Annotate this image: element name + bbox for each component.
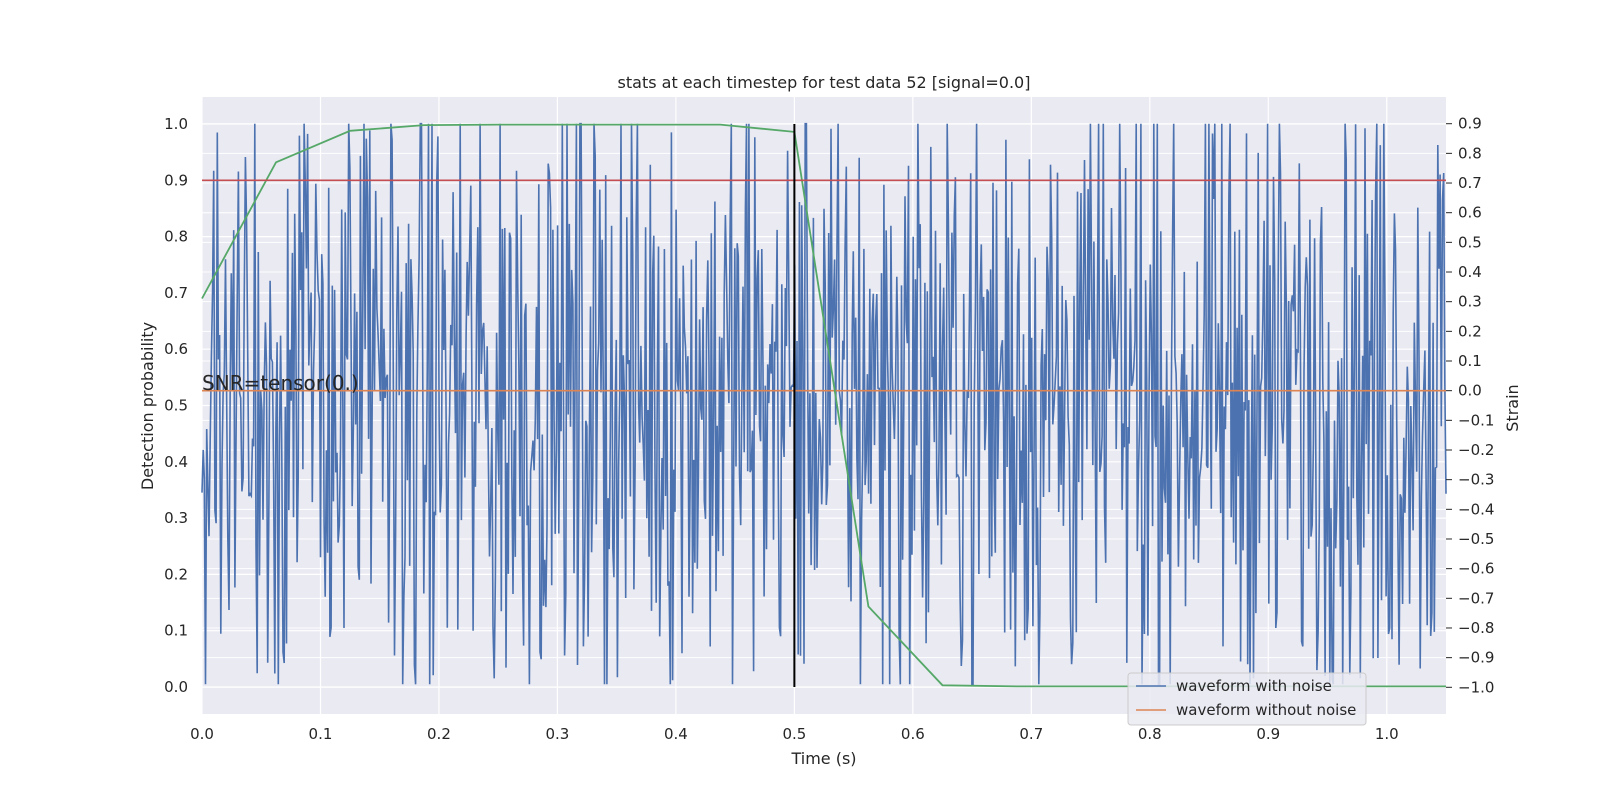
x-axis-label: Time (s): [790, 749, 856, 768]
y2-tick-labels: −1.0 −0.9 −0.8 −0.7 −0.6 −0.5 −0.4 −0.3 −0.2 −0.1…: [1446, 115, 1494, 696]
y2-tick-label: −0.2: [1458, 441, 1494, 459]
y-tick-label: 0.6: [164, 340, 188, 358]
y2-tick-label: 0.8: [1458, 144, 1482, 162]
y-tick-label: 0.0: [164, 678, 188, 696]
snr-annotation: SNR=tensor(0.): [202, 371, 359, 395]
y2-tick-label: −0.8: [1458, 619, 1494, 637]
y-tick-label: 0.1: [164, 622, 188, 640]
y-tick-label: 0.4: [164, 453, 188, 471]
y2-tick-label: −0.9: [1458, 649, 1494, 667]
legend-box: [1127, 672, 1367, 726]
y2-tick-label: 0.3: [1458, 293, 1482, 311]
x-tick-label: 0.3: [545, 725, 569, 743]
y-tick-label: 0.8: [164, 228, 188, 246]
y2-tick-label: 0.7: [1458, 174, 1482, 192]
y2-tick-label: −1.0: [1458, 678, 1494, 696]
y2-tick-label: 0.0: [1458, 382, 1482, 400]
legend: waveform with noise waveform without noi…: [1127, 672, 1367, 726]
y-tick-label: 0.2: [164, 565, 188, 583]
x-tick-label: 0.9: [1256, 725, 1280, 743]
x-tick-label: 0.0: [190, 725, 214, 743]
y-tick-labels: 0.0 0.1 0.2 0.3 0.4 0.5 0.6 0.7 0.8 0.9 1.0: [164, 115, 188, 696]
y2-tick-label: −0.7: [1458, 589, 1494, 607]
y2-tick-label: −0.4: [1458, 500, 1494, 518]
y-tick-label: 0.7: [164, 284, 188, 302]
y2-tick-label: 0.2: [1458, 322, 1482, 340]
y2-tick-label: −0.1: [1458, 411, 1494, 429]
x-tick-label: 1.0: [1375, 725, 1399, 743]
x-tick-label: 0.2: [427, 725, 451, 743]
x-tick-label: 0.7: [1019, 725, 1043, 743]
y2-tick-label: −0.5: [1458, 530, 1494, 548]
x-tick-label: 0.5: [782, 725, 806, 743]
y2-axis-label: Strain: [1503, 384, 1522, 431]
y2-tick-label: −0.6: [1458, 560, 1494, 578]
y-tick-label: 0.9: [164, 171, 188, 189]
x-tick-labels: 0.0 0.1 0.2 0.3 0.4 0.5 0.6 0.7 0.8 0.9 1.0: [190, 725, 1399, 743]
y2-tick-label: 0.9: [1458, 115, 1482, 133]
legend-label-waveform-with-noise: waveform with noise: [1176, 677, 1332, 695]
x-tick-label: 0.1: [309, 725, 333, 743]
y2-tick-label: 0.4: [1458, 263, 1482, 281]
y2-tick-label: 0.5: [1458, 233, 1482, 251]
y2-tick-label: 0.1: [1458, 352, 1482, 370]
series-waveform-with-noise: [201, 122, 1447, 686]
x-tick-label: 0.4: [664, 725, 688, 743]
y-axis-label: Detection probability: [138, 322, 157, 490]
y-tick-label: 0.5: [164, 397, 188, 415]
y-tick-label: 1.0: [164, 115, 188, 133]
chart-title: stats at each timestep for test data 52 …: [618, 73, 1031, 92]
y2-tick-label: 0.6: [1458, 204, 1482, 222]
y2-tick-label: −0.3: [1458, 471, 1494, 489]
y-tick-label: 0.3: [164, 509, 188, 527]
x-tick-label: 0.6: [901, 725, 925, 743]
x-tick-label: 0.8: [1138, 725, 1162, 743]
legend-label-waveform-without-noise: waveform without noise: [1176, 701, 1356, 719]
